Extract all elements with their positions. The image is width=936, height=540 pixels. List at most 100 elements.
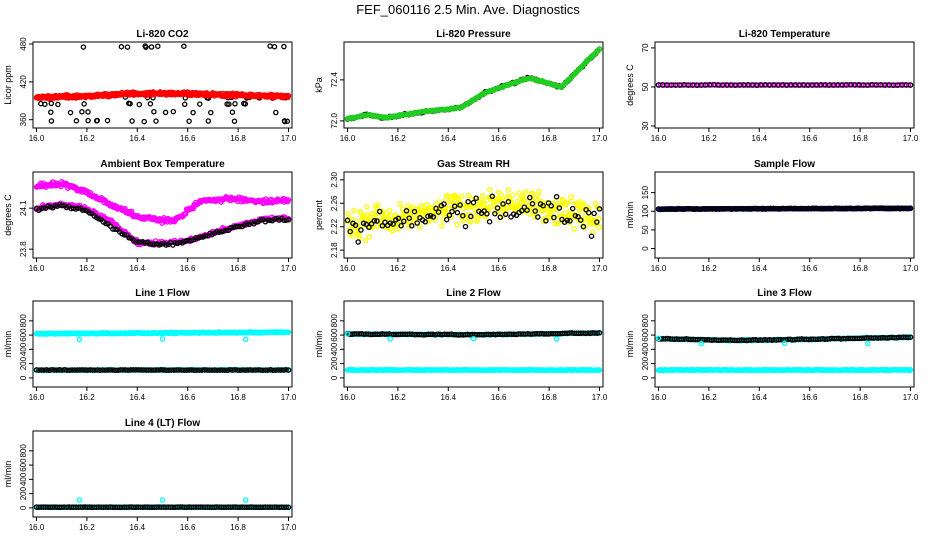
data-point <box>818 205 825 212</box>
data-point <box>118 43 125 50</box>
data-point <box>48 118 55 124</box>
data-point <box>532 208 538 214</box>
data-point <box>75 205 81 211</box>
data-point <box>84 367 91 373</box>
y-axis-label: ml/min <box>625 331 635 358</box>
data-point <box>199 367 205 373</box>
data-point <box>762 206 769 212</box>
data-point <box>247 367 254 373</box>
data-point <box>81 101 87 107</box>
data-point <box>177 239 183 246</box>
data-point <box>202 233 209 239</box>
data-point <box>267 367 274 373</box>
data-point <box>443 216 450 223</box>
data-point <box>214 367 220 373</box>
data-point <box>569 205 576 212</box>
data-point <box>686 206 692 212</box>
data-point <box>510 211 517 217</box>
data-point <box>798 205 804 212</box>
series-yellow <box>344 186 603 244</box>
plot-frame <box>654 171 915 259</box>
data-point <box>795 205 802 212</box>
x-tick-label: 16.0 <box>340 134 356 143</box>
data-point <box>283 367 289 373</box>
x-tick-label: 17.0 <box>592 393 608 402</box>
data-point <box>232 101 238 107</box>
x-tick-label: 17.0 <box>281 393 297 402</box>
data-point <box>206 367 213 373</box>
data-point <box>788 82 794 88</box>
data-point <box>265 367 271 373</box>
x-tick-label: 16.2 <box>79 523 95 532</box>
data-point <box>137 239 144 245</box>
data-point <box>823 205 830 212</box>
data-point <box>536 188 542 195</box>
data-point <box>808 205 814 212</box>
data-point <box>836 205 842 212</box>
x-tick-label: 16.0 <box>29 134 45 143</box>
data-point <box>368 221 375 227</box>
data-point <box>414 220 420 226</box>
data-point <box>744 205 751 212</box>
data-point <box>430 214 437 220</box>
data-point <box>171 367 177 373</box>
data-point <box>489 193 496 200</box>
data-point <box>136 101 143 108</box>
data-point <box>129 118 135 124</box>
y-tick-label: 600 <box>19 458 28 472</box>
data-point <box>471 213 477 219</box>
data-point <box>856 205 863 212</box>
y-axis-label: degrees C <box>625 64 635 106</box>
y-tick-label: 400 <box>19 472 28 486</box>
data-point <box>390 221 396 227</box>
data-point <box>145 367 152 373</box>
data-point <box>161 367 167 373</box>
data-point <box>189 367 195 373</box>
data-point <box>714 206 720 212</box>
data-point <box>33 367 40 373</box>
data-point <box>406 223 413 230</box>
data-point <box>548 203 554 209</box>
data-point <box>147 101 154 107</box>
data-point <box>758 82 764 88</box>
data-point <box>531 205 538 211</box>
data-point <box>484 211 490 217</box>
data-point <box>51 367 58 373</box>
data-point <box>508 214 514 220</box>
data-point <box>783 206 789 212</box>
data-point <box>596 367 603 373</box>
data-point <box>594 219 600 225</box>
data-point <box>280 367 287 373</box>
y-tick-label: 0 <box>641 375 650 380</box>
data-point <box>231 118 238 124</box>
data-point <box>706 206 713 212</box>
series-black <box>33 504 292 511</box>
data-point <box>813 205 820 212</box>
data-point <box>285 197 292 203</box>
data-point <box>237 223 243 230</box>
data-point <box>567 218 573 224</box>
data-point <box>683 205 690 212</box>
data-point <box>500 201 506 207</box>
data-point <box>49 367 55 373</box>
data-point <box>709 206 715 212</box>
y-axis-label: ml/min <box>3 331 13 358</box>
data-point <box>905 205 911 212</box>
data-point <box>379 208 386 215</box>
x-tick-label: 16.6 <box>491 134 507 143</box>
y-tick-label: 30 <box>641 121 650 130</box>
panel-title: Line 2 Flow <box>446 288 501 299</box>
figure-title: FEF_060116 2.5 Min. Ave. Diagnostics <box>356 2 580 17</box>
data-point <box>350 233 356 239</box>
data-point <box>465 198 471 205</box>
y-axis-label: ml/min <box>625 202 635 229</box>
data-point <box>124 44 131 50</box>
data-point <box>208 109 214 116</box>
data-point <box>205 118 212 124</box>
x-tick-label: 16.4 <box>130 393 146 402</box>
data-point <box>178 367 185 373</box>
data-point <box>104 117 111 124</box>
data-point <box>596 46 603 52</box>
data-point <box>719 205 725 212</box>
y-tick-label: 2.22 <box>330 218 339 234</box>
